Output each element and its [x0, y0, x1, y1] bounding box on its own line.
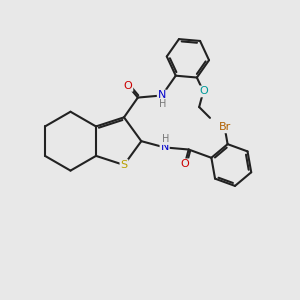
- Text: O: O: [199, 86, 208, 96]
- Text: S: S: [120, 160, 128, 170]
- Text: O: O: [180, 159, 189, 169]
- Text: Br: Br: [218, 122, 231, 132]
- Text: H: H: [159, 99, 166, 109]
- Text: O: O: [124, 81, 132, 91]
- Text: N: N: [160, 142, 169, 152]
- Text: N: N: [158, 91, 166, 100]
- Text: H: H: [161, 134, 169, 144]
